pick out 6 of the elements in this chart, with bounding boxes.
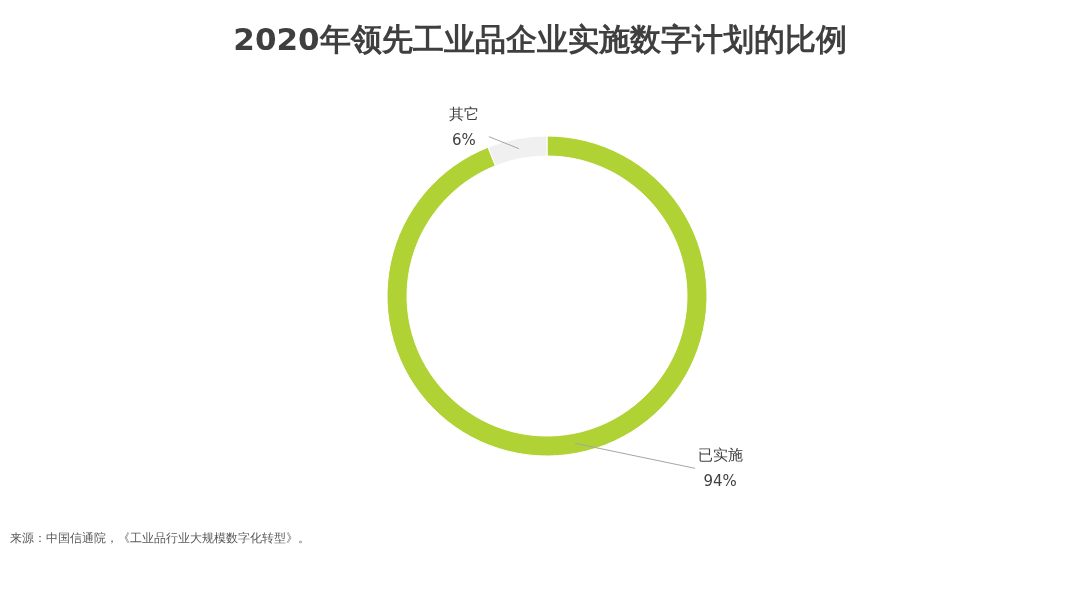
source-note: 来源：中国信通院，《工业品行业大规模数字化转型》。	[10, 531, 310, 545]
slice-label: 已实施	[697, 446, 743, 465]
data-label: 94%	[703, 472, 737, 491]
chart-title: 2020年领先工业品企业实施数字计划的比例	[233, 21, 847, 57]
data-label: 6%	[451, 130, 476, 149]
slice-label: 其它	[448, 104, 479, 123]
